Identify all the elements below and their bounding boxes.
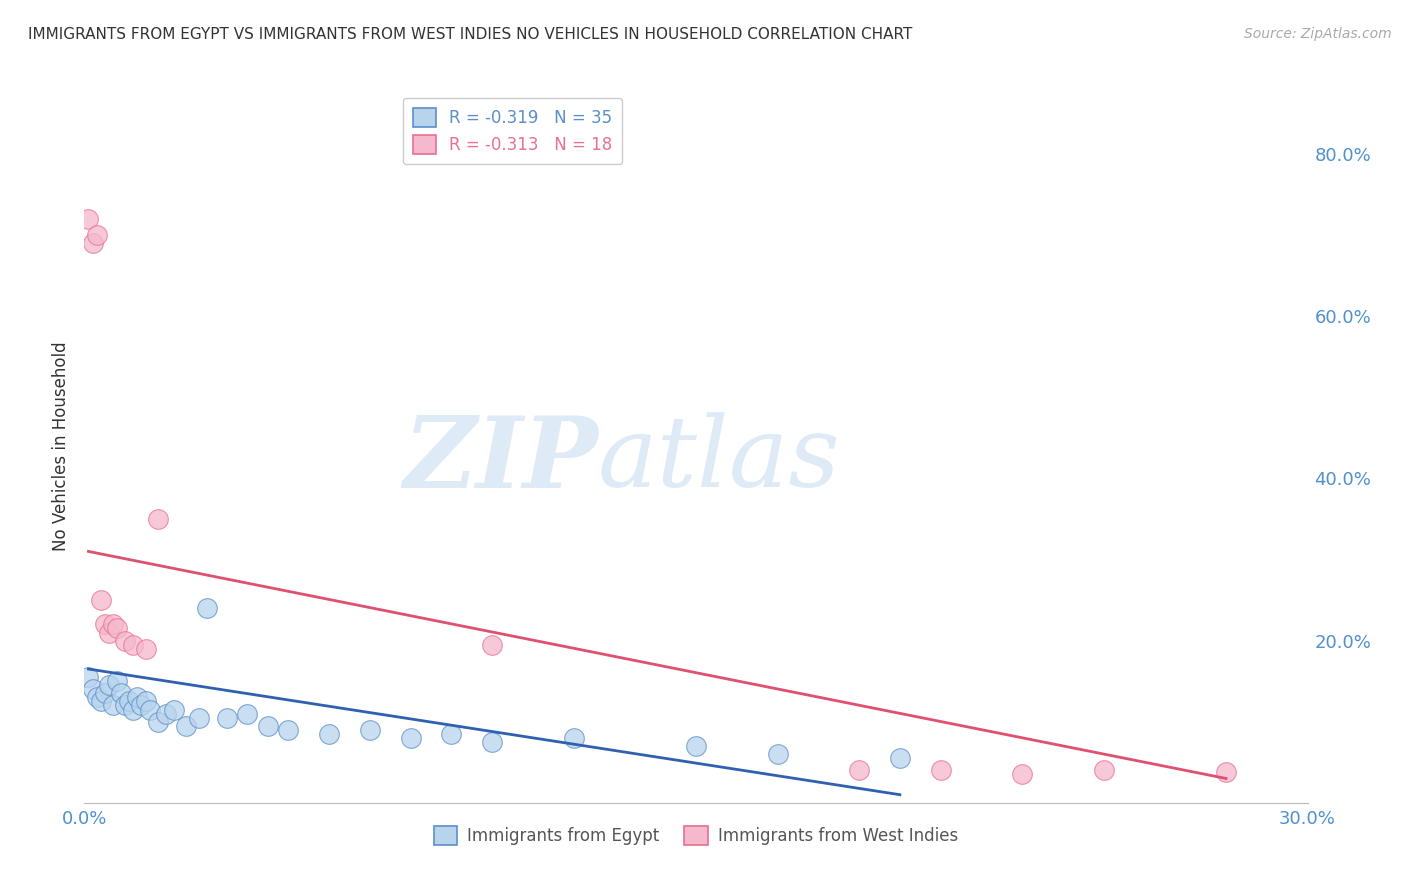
Point bbox=[1092, 764, 1115, 778]
Point bbox=[318, 727, 340, 741]
Point bbox=[359, 723, 381, 737]
Point bbox=[766, 747, 789, 761]
Point bbox=[481, 638, 503, 652]
Point bbox=[174, 719, 197, 733]
Point bbox=[399, 731, 422, 745]
Point bbox=[105, 622, 128, 636]
Point bbox=[481, 735, 503, 749]
Point bbox=[187, 711, 209, 725]
Y-axis label: No Vehicles in Household: No Vehicles in Household bbox=[52, 341, 70, 551]
Point bbox=[114, 633, 136, 648]
Point bbox=[114, 698, 136, 713]
Point bbox=[82, 236, 104, 251]
Point bbox=[217, 711, 239, 725]
Point bbox=[105, 674, 128, 689]
Point bbox=[77, 211, 100, 226]
Text: Source: ZipAtlas.com: Source: ZipAtlas.com bbox=[1244, 27, 1392, 41]
Point bbox=[195, 601, 218, 615]
Point bbox=[90, 593, 112, 607]
Point bbox=[122, 638, 145, 652]
Point bbox=[155, 706, 177, 721]
Point bbox=[118, 694, 141, 708]
Point bbox=[101, 698, 124, 713]
Point bbox=[562, 731, 585, 745]
Point bbox=[110, 686, 132, 700]
Point bbox=[257, 719, 280, 733]
Point bbox=[86, 228, 108, 243]
Point bbox=[122, 702, 145, 716]
Point bbox=[277, 723, 299, 737]
Point bbox=[135, 641, 157, 656]
Point bbox=[138, 702, 160, 716]
Point bbox=[101, 617, 124, 632]
Point bbox=[90, 694, 112, 708]
Point bbox=[146, 714, 169, 729]
Point bbox=[77, 670, 100, 684]
Point bbox=[889, 751, 911, 765]
Text: ZIP: ZIP bbox=[404, 412, 598, 508]
Point bbox=[135, 694, 157, 708]
Text: atlas: atlas bbox=[598, 413, 841, 508]
Text: IMMIGRANTS FROM EGYPT VS IMMIGRANTS FROM WEST INDIES NO VEHICLES IN HOUSEHOLD CO: IMMIGRANTS FROM EGYPT VS IMMIGRANTS FROM… bbox=[28, 27, 912, 42]
Point bbox=[1215, 764, 1237, 779]
Point bbox=[93, 617, 115, 632]
Point bbox=[1011, 767, 1033, 781]
Point bbox=[929, 764, 952, 778]
Point bbox=[86, 690, 108, 705]
Point bbox=[97, 625, 120, 640]
Point bbox=[685, 739, 707, 753]
Point bbox=[440, 727, 463, 741]
Point bbox=[93, 686, 115, 700]
Legend: Immigrants from Egypt, Immigrants from West Indies: Immigrants from Egypt, Immigrants from W… bbox=[427, 819, 965, 852]
Point bbox=[163, 702, 186, 716]
Point bbox=[97, 678, 120, 692]
Point bbox=[131, 698, 153, 713]
Point bbox=[127, 690, 149, 705]
Point bbox=[82, 682, 104, 697]
Point bbox=[848, 764, 870, 778]
Point bbox=[146, 512, 169, 526]
Point bbox=[236, 706, 259, 721]
